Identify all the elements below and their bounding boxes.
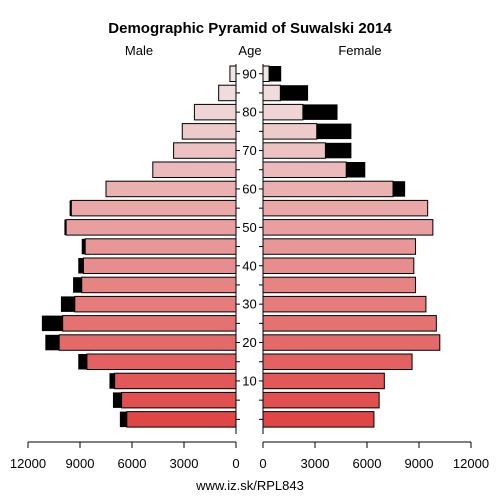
female-excess-bar-75-79 <box>316 123 352 140</box>
male-bar-90+ <box>229 65 237 82</box>
male-x-tick-label-9000: 9000 <box>66 456 95 471</box>
source-label: www.iz.sk/RPL843 <box>195 478 304 493</box>
chart-title: Demographic Pyramid of Suwalski 2014 <box>108 20 392 37</box>
female-bar-0-4 <box>262 411 375 428</box>
female-excess-bar-65-69 <box>346 162 366 178</box>
male-bar-80-84 <box>193 103 237 121</box>
age-tick-label-60: 60 <box>242 181 256 196</box>
female-excess-bar-60-64 <box>393 181 406 197</box>
male-bar-0-4 <box>126 411 237 428</box>
male-excess-bar-35-39 <box>73 277 82 293</box>
male-bar-60-64 <box>105 180 237 198</box>
male-bar-35-39 <box>81 276 237 294</box>
axes-group: 10 20 30 40 50 60 70 80 90 12000 9000 6000 3000 0 0 300… <box>10 64 489 471</box>
female-bar-70-74 <box>262 142 326 159</box>
age-tick-label-50: 50 <box>242 220 256 235</box>
female-x-tick-label-12000: 12000 <box>453 456 489 471</box>
age-tick-label-90: 90 <box>242 66 256 81</box>
male-bar-75-79 <box>181 123 237 140</box>
male-bar-55-59 <box>70 199 237 217</box>
male-bar-70-74 <box>173 142 237 159</box>
male-label: Male <box>125 43 153 58</box>
male-x-tick-label-6000: 6000 <box>118 456 147 471</box>
male-excess-bar-30-34 <box>60 296 75 312</box>
male-bar-15-19 <box>86 353 237 370</box>
female-bar-45-49 <box>262 238 417 255</box>
male-bar-50-54 <box>65 219 237 236</box>
male-excess-bar-55-59 <box>69 200 72 216</box>
female-bar-40-44 <box>262 257 415 274</box>
female-bar-80-84 <box>262 103 304 121</box>
female-bar-55-59 <box>262 199 429 217</box>
male-excess-bar-25-29 <box>41 315 63 332</box>
female-x-tick-label-9000: 9000 <box>405 456 434 471</box>
female-bar-35-39 <box>262 276 417 294</box>
female-bar-60-64 <box>262 180 394 198</box>
female-label: Female <box>338 43 381 58</box>
male-bar-30-34 <box>74 295 237 313</box>
female-bar-25-29 <box>262 315 437 332</box>
female-bar-10-14 <box>262 372 385 390</box>
male-bar-25-29 <box>62 315 237 332</box>
female-bar-65-69 <box>262 161 347 178</box>
male-excess-bar-10-14 <box>109 373 115 389</box>
female-x-tick-label-3000: 3000 <box>301 456 330 471</box>
female-bar-50-54 <box>262 219 434 236</box>
male-excess-bar-5-9 <box>112 392 122 408</box>
age-tick-label-40: 40 <box>242 258 256 273</box>
female-x-tick-label-0: 0 <box>259 456 266 471</box>
male-bar-65-69 <box>152 161 237 178</box>
male-excess-bar-50-54 <box>64 219 67 236</box>
female-excess-bar-90+ <box>269 66 282 82</box>
male-excess-bar-45-49 <box>81 238 86 255</box>
female-bar-75-79 <box>262 123 318 140</box>
male-excess-bar-40-44 <box>78 258 84 274</box>
bars-group <box>41 65 441 428</box>
male-bar-5-9 <box>121 391 237 409</box>
age-tick-label-10: 10 <box>242 373 256 388</box>
male-excess-bar-15-19 <box>78 354 87 370</box>
male-x-tick-label-0: 0 <box>232 456 239 471</box>
male-bar-40-44 <box>82 257 237 274</box>
female-excess-bar-70-74 <box>325 142 352 159</box>
male-excess-bar-0-4 <box>119 411 127 428</box>
male-bar-20-24 <box>58 334 237 351</box>
age-tick-label-20: 20 <box>242 335 256 350</box>
age-tick-label-70: 70 <box>242 143 256 158</box>
male-bar-10-14 <box>114 372 237 390</box>
male-bar-45-49 <box>84 238 237 255</box>
female-bar-30-34 <box>262 295 427 313</box>
age-tick-label-80: 80 <box>242 105 256 120</box>
female-x-tick-label-6000: 6000 <box>353 456 382 471</box>
female-excess-bar-85-89 <box>280 85 309 101</box>
female-bar-20-24 <box>262 334 441 351</box>
female-bar-15-19 <box>262 353 413 370</box>
age-label: Age <box>238 43 261 58</box>
male-x-tick-label-12000: 12000 <box>10 456 46 471</box>
male-x-tick-label-3000: 3000 <box>170 456 199 471</box>
female-bar-90+ <box>262 65 270 82</box>
male-excess-bar-20-24 <box>45 334 60 351</box>
female-excess-bar-80-84 <box>302 104 338 120</box>
age-tick-label-30: 30 <box>242 297 256 312</box>
female-bar-85-89 <box>262 84 281 102</box>
male-bar-85-89 <box>218 84 237 102</box>
female-bar-5-9 <box>262 391 380 409</box>
